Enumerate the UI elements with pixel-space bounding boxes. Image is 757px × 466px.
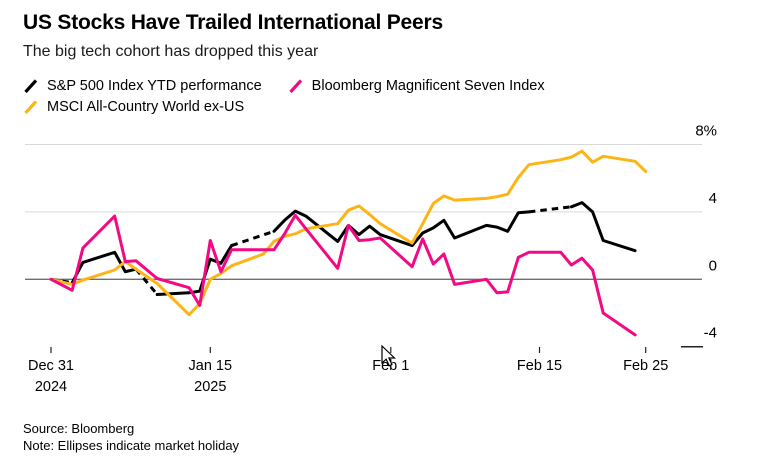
footer: Source: Bloomberg Note: Ellipses indicat…: [23, 420, 239, 454]
series-line-sp500: [70, 250, 138, 285]
legend-label: Bloomberg Magnificent Seven Index: [311, 78, 545, 94]
y-axis-label: 8%: [695, 123, 717, 140]
legend-slash-icon: [24, 99, 38, 114]
series-line-sp500: [569, 201, 637, 253]
y-axis-label: 0: [709, 257, 717, 274]
legend-item-msci-ex-us: MSCI All-Country World ex-US: [23, 99, 244, 115]
x-axis-label-year: 2024: [35, 379, 67, 395]
page-title: US Stocks Have Trailed International Pee…: [23, 11, 443, 34]
series-line-mag7: [49, 213, 637, 337]
note-text: Note: Ellipses indicate market holiday: [23, 438, 240, 453]
legend-label: MSCI All-Country World ex-US: [47, 99, 245, 115]
series-line-sp500: [272, 209, 531, 248]
y-axis-label: -4: [704, 325, 717, 342]
x-axis-label-year: 2025: [194, 379, 226, 395]
series-line-sp500-holiday-dashed: [528, 205, 572, 214]
series-line-msci-ex-us: [49, 149, 648, 317]
legend-slash-icon: [24, 78, 38, 93]
mouse-cursor-icon: [381, 344, 396, 367]
x-axis-label: Feb 25: [623, 358, 668, 374]
page-subtitle: The big tech cohort has dropped this yea…: [23, 43, 319, 60]
series-line-sp500-holiday-dashed: [134, 268, 159, 296]
source-text: Source: Bloomberg: [23, 421, 135, 436]
legend-item-sp500: S&P 500 Index YTD performance: [23, 78, 262, 94]
x-axis-label: Jan 15: [189, 358, 233, 374]
legend-item-mag7: Bloomberg Magnificent Seven Index: [288, 78, 545, 94]
x-axis-label: Feb 15: [517, 358, 562, 374]
legend-slash-icon: [288, 78, 302, 93]
x-axis-label: Dec 31: [28, 358, 74, 374]
legend-label: S&P 500 Index YTD performance: [47, 78, 262, 94]
legend: S&P 500 Index YTD performance Bloomberg M…: [23, 78, 643, 115]
series-line-sp500-holiday-dashed: [231, 229, 275, 248]
y-axis-label: 4: [709, 190, 717, 207]
